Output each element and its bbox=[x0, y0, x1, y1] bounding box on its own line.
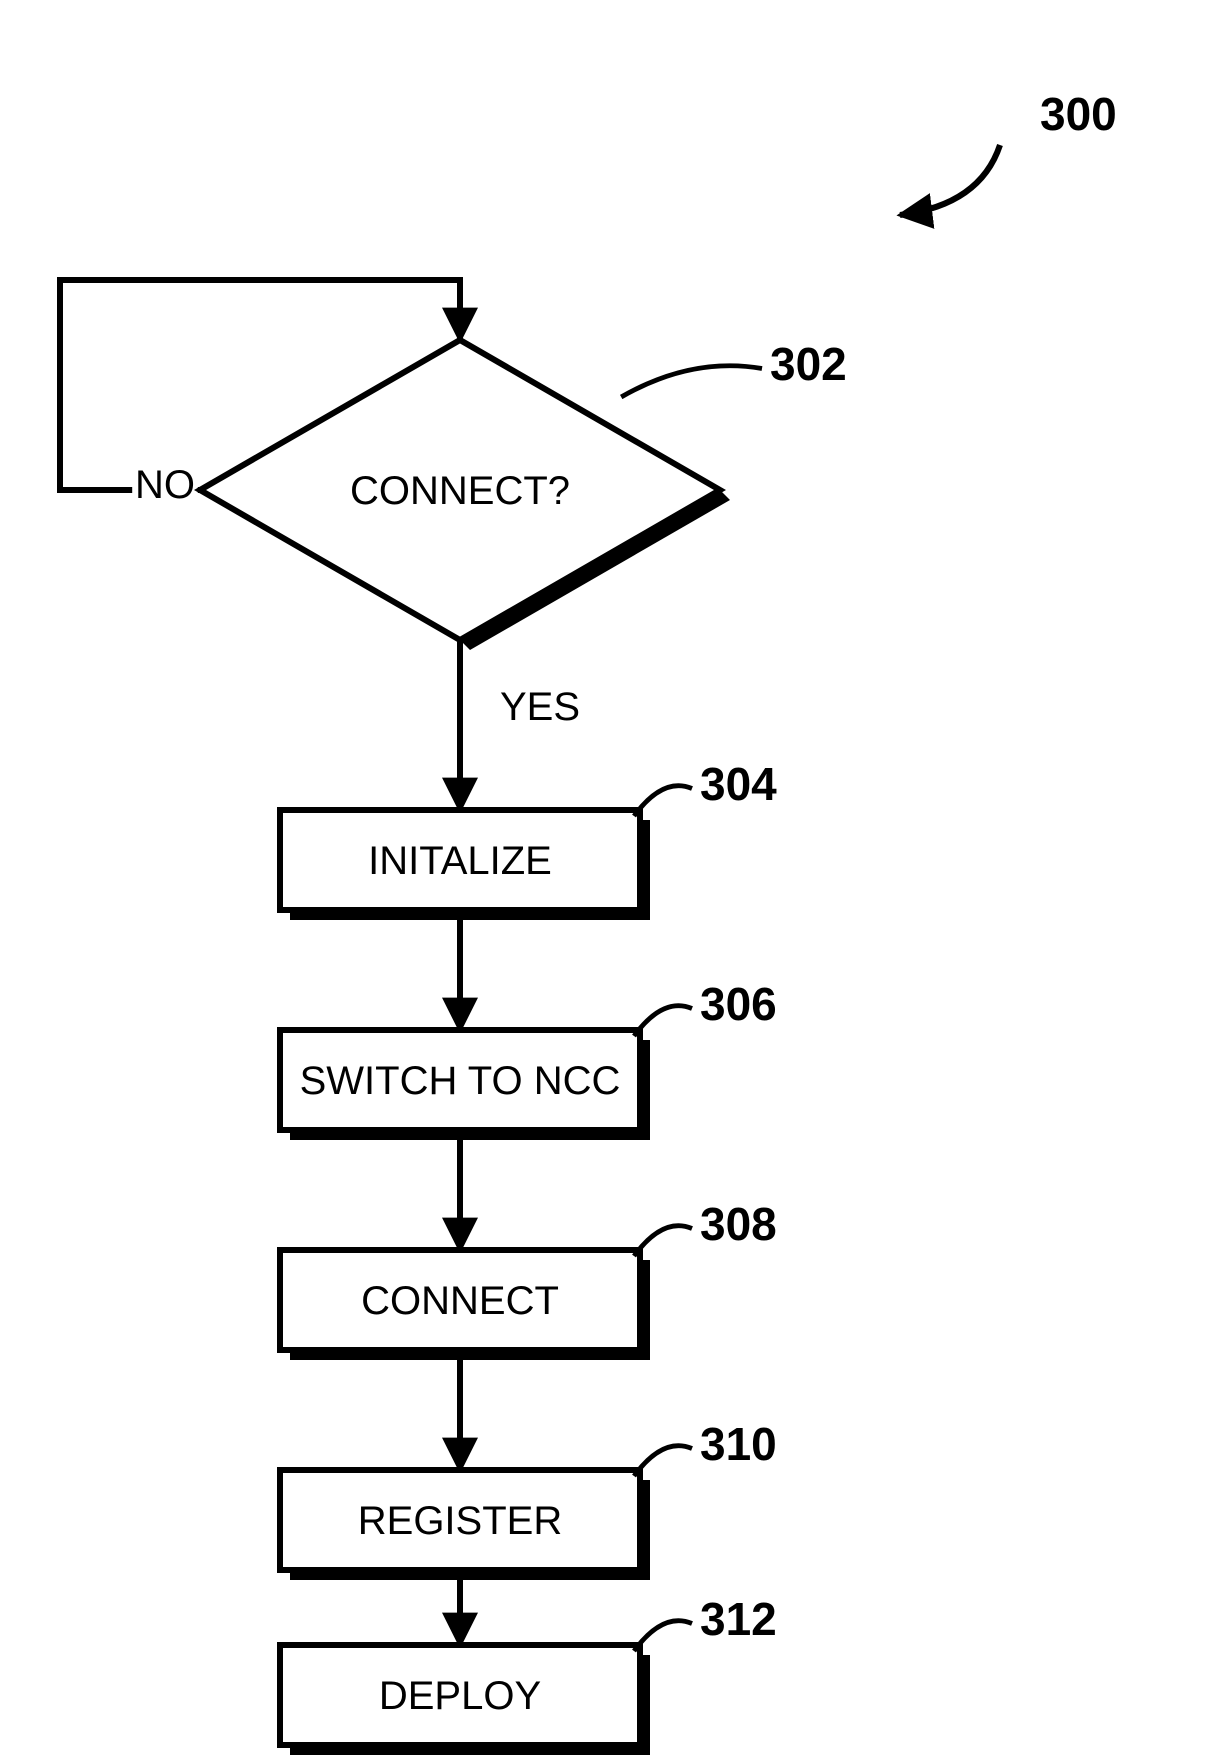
edge: YES bbox=[460, 640, 582, 810]
figure-ref: 300 bbox=[900, 88, 1117, 215]
node-connect: CONNECT 308 bbox=[280, 1198, 777, 1360]
edge-label: NO bbox=[135, 463, 195, 507]
node-connect_q: CONNECT? 302 bbox=[200, 338, 847, 650]
node-label: SWITCH TO NCC bbox=[300, 1059, 621, 1103]
node-ref: 302 bbox=[770, 338, 847, 390]
node-label: DEPLOY bbox=[379, 1674, 541, 1718]
node-label: CONNECT bbox=[361, 1279, 559, 1323]
node-initialize: INITALIZE 304 bbox=[280, 758, 777, 920]
node-ref: 308 bbox=[700, 1198, 777, 1250]
node-register: REGISTER 310 bbox=[280, 1418, 777, 1580]
node-ref: 304 bbox=[700, 758, 777, 810]
node-switch_ncc: SWITCH TO NCC 306 bbox=[280, 978, 777, 1140]
node-ref: 312 bbox=[700, 1593, 777, 1645]
node-deploy: DEPLOY 312 bbox=[280, 1593, 777, 1755]
node-ref: 310 bbox=[700, 1418, 777, 1470]
node-ref: 306 bbox=[700, 978, 777, 1030]
node-label: REGISTER bbox=[358, 1499, 562, 1543]
edge-label: YES bbox=[500, 685, 580, 729]
node-label: INITALIZE bbox=[368, 839, 552, 883]
figure-ref-label: 300 bbox=[1040, 88, 1117, 140]
flowchart-diagram: 300 NO YES CONNECT? 302 INITALIZE 304 SWITCH TO… bbox=[0, 0, 1209, 1764]
node-label: CONNECT? bbox=[350, 469, 570, 513]
